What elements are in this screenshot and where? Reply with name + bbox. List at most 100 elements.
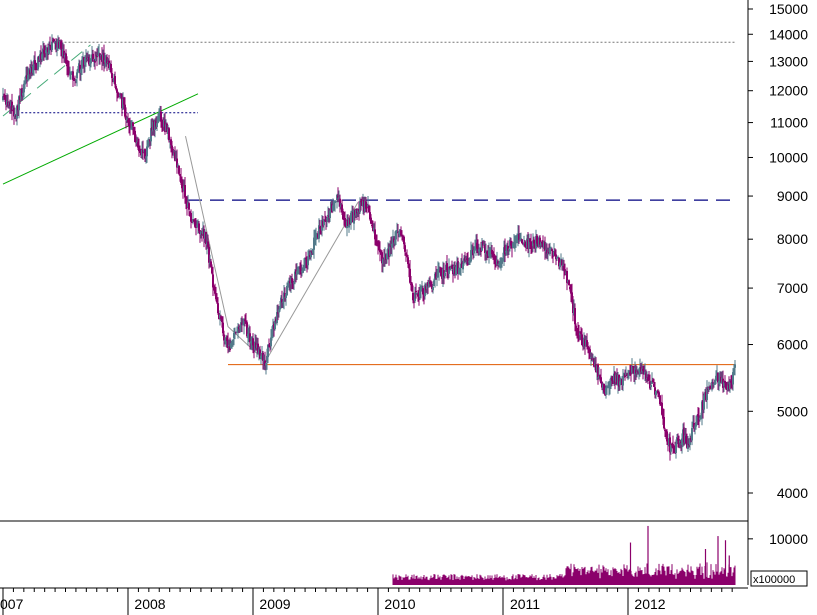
price-candle-body	[421, 286, 423, 289]
price-candle-body	[16, 105, 18, 119]
price-candle-body	[232, 339, 234, 342]
price-candle-body	[54, 41, 56, 44]
price-candle-body	[185, 197, 187, 204]
price-candle-body	[663, 417, 665, 429]
price-candle-body	[35, 64, 37, 67]
price-candle-body	[283, 292, 285, 302]
price-candle-body	[687, 444, 689, 449]
price-candle-body	[360, 201, 362, 203]
price-candle-body	[51, 41, 53, 50]
price-candle-body	[117, 92, 119, 96]
price-candle-body	[437, 270, 439, 277]
price-candle-body	[338, 197, 340, 199]
price-candle-body	[103, 53, 105, 64]
price-candle-body	[404, 245, 406, 252]
price-candle-body	[555, 254, 557, 260]
price-candle-body	[530, 242, 532, 246]
price-candle-body	[696, 415, 698, 423]
price-candle-body	[257, 343, 259, 353]
price-candle-body	[125, 115, 127, 120]
price-candle-body	[477, 246, 479, 252]
price-candle-body	[419, 290, 421, 298]
price-candle-body	[577, 329, 579, 333]
price-candle-body	[529, 238, 531, 242]
price-candle-body	[395, 230, 397, 240]
price-candle-body	[233, 332, 235, 339]
price-candle-body	[658, 392, 660, 396]
price-candle-body	[111, 73, 113, 79]
price-candle-body	[166, 123, 168, 133]
price-candle-body	[377, 243, 379, 246]
price-candle-body	[587, 346, 589, 349]
price-candle-body	[476, 242, 478, 249]
price-candle-body	[572, 300, 574, 313]
volume-tick-label: 10000	[769, 531, 808, 547]
price-candle-body	[591, 358, 593, 361]
price-candle-body	[141, 149, 143, 157]
price-candle-body	[244, 319, 246, 322]
price-candle-body	[4, 95, 6, 98]
price-candle-body	[515, 242, 517, 244]
price-candle-body	[310, 251, 312, 258]
price-candle-body	[335, 201, 337, 203]
price-candle-body	[571, 292, 573, 301]
price-candle-body	[438, 271, 440, 273]
price-candle-body	[533, 239, 535, 244]
price-candle-body	[368, 205, 370, 213]
price-candle-body	[313, 237, 315, 250]
price-candle-body	[550, 247, 552, 250]
price-candle-body	[579, 333, 581, 336]
price-candle-body	[444, 272, 446, 277]
price-candle-body	[94, 59, 96, 63]
price-candle-body	[146, 146, 148, 157]
price-candle-body	[697, 414, 699, 417]
price-candle-body	[626, 374, 628, 377]
price-candle-body	[277, 312, 279, 314]
price-candle-body	[297, 270, 299, 272]
price-candle-body	[55, 43, 57, 50]
price-tick-label: 6000	[777, 337, 808, 353]
price-candle-body	[695, 422, 697, 427]
year-label: 007	[0, 596, 24, 612]
price-candle-body	[408, 264, 410, 269]
price-candle-body	[133, 127, 135, 130]
price-candle-body	[176, 158, 178, 168]
price-candle-body	[200, 231, 202, 236]
price-candle-body	[649, 381, 651, 389]
price-candle-body	[638, 369, 640, 372]
price-candle-body	[655, 391, 657, 396]
price-candle-body	[376, 241, 378, 243]
price-candle-body	[597, 364, 599, 377]
price-candle-body	[664, 430, 666, 432]
price-candle-body	[637, 371, 639, 373]
year-label: 2012	[634, 596, 665, 612]
price-candle-body	[493, 253, 495, 258]
price-candle-body	[580, 331, 582, 334]
price-tick-label: 15000	[769, 1, 808, 17]
price-candle-body	[178, 165, 180, 174]
price-candle-body	[516, 238, 518, 243]
price-candle-body	[342, 211, 344, 220]
price-candle-body	[611, 377, 613, 381]
price-candle-body	[234, 331, 236, 335]
price-candle-body	[501, 260, 503, 264]
price-candle-body	[450, 267, 452, 270]
price-candle-body	[323, 219, 325, 226]
price-candle-body	[211, 267, 213, 274]
price-candle-body	[608, 386, 610, 388]
price-candle-body	[305, 257, 307, 260]
price-candle-body	[69, 73, 71, 76]
price-candle-body	[84, 57, 86, 66]
price-candle-body	[415, 290, 417, 293]
price-candle-body	[208, 246, 210, 263]
price-candle-body	[570, 290, 572, 294]
price-candle-body	[734, 364, 736, 368]
price-candle-body	[174, 152, 176, 161]
price-candle-body	[603, 383, 605, 393]
price-candle-body	[564, 269, 566, 272]
price-candle-body	[568, 280, 570, 286]
price-candle-body	[683, 427, 685, 443]
price-candle-body	[436, 276, 438, 278]
price-candle-body	[110, 64, 112, 73]
price-candle-body	[635, 369, 637, 374]
